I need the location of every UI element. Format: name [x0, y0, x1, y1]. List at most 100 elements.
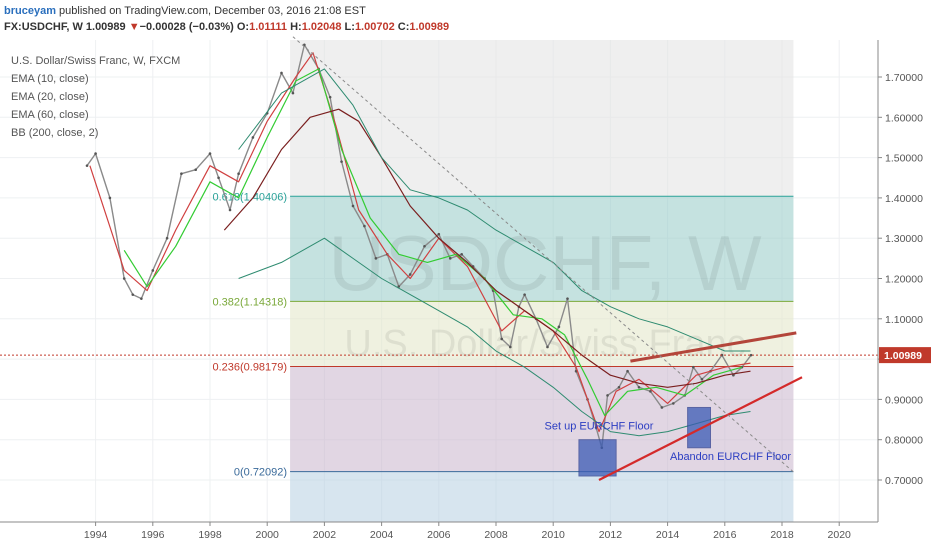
y-tick-label: 1.70000 — [885, 72, 923, 84]
ohlc-open-value: 1.01111 — [249, 21, 288, 33]
x-tick-label: 1998 — [198, 529, 222, 541]
y-tick-label: 1.10000 — [885, 314, 923, 326]
x-tick-label: 2004 — [370, 529, 394, 541]
price-point — [280, 71, 283, 75]
ema20-line — [123, 68, 743, 417]
ohlc-open-label: O: — [236, 21, 250, 33]
price-point — [649, 390, 652, 393]
price-point — [151, 269, 155, 272]
x-tick-label: 2010 — [542, 529, 566, 541]
price-point — [637, 386, 641, 389]
fib-level-label: 0.236(0.98179) — [212, 361, 287, 373]
price-point — [460, 253, 463, 256]
x-tick-label: 2020 — [828, 529, 852, 541]
legend-item-ema10[interactable]: EMA (10, close) — [11, 73, 89, 85]
legend-item-bb[interactable]: BB (200, close, 2) — [11, 127, 99, 139]
price-point — [672, 402, 675, 405]
x-tick-label: 2012 — [599, 529, 623, 541]
ohlc-close-label: C: — [397, 21, 410, 33]
price-point — [340, 160, 343, 163]
price-point — [397, 285, 401, 288]
y-tick-label: 0.80000 — [885, 435, 923, 447]
price-point — [165, 236, 169, 240]
symbol-label[interactable]: FX:USDCHF, W — [4, 21, 83, 33]
x-tick-label: 2002 — [313, 529, 337, 541]
price-point — [700, 377, 704, 381]
price-point — [217, 176, 220, 180]
x-tick-label: 2006 — [427, 529, 451, 541]
ohlc-close-value: 1.00989 — [409, 21, 450, 33]
drawings-layer: Set up EURCHF Floor Abandon EURCHF Floor — [0, 36, 878, 481]
price-point — [122, 277, 126, 280]
price-point — [557, 325, 561, 329]
fib-band — [290, 196, 794, 302]
price-point — [194, 168, 197, 171]
x-tick-label: 1996 — [141, 529, 165, 541]
y-tick-label: 1.50000 — [885, 153, 923, 165]
price-point — [626, 369, 629, 373]
price-point — [237, 172, 240, 176]
author-link[interactable]: bruceyam — [4, 5, 56, 17]
change-value: −0.00028 (−0.03%) — [139, 21, 234, 33]
price-point — [408, 273, 412, 276]
price-point — [606, 394, 609, 397]
price-point — [291, 91, 295, 95]
fib-band — [290, 40, 794, 197]
price-point — [546, 345, 549, 349]
price-point — [566, 297, 569, 300]
annotation-label: Set up EURCHF Floor — [545, 421, 654, 433]
x-tick-label: 2018 — [770, 529, 794, 541]
price-series-line — [86, 44, 752, 449]
price-point — [448, 257, 452, 260]
legend-item-symbol[interactable]: U.S. Dollar/Swiss Franc, W, FXCM — [11, 55, 181, 67]
last-price-tag-label: 1.00989 — [884, 350, 922, 362]
legend-item-ema60[interactable]: EMA (60, close) — [11, 109, 89, 121]
price-point — [523, 293, 526, 296]
watermark-name: U.S. Dollar/Swiss Franc — [344, 323, 745, 365]
price-point — [303, 43, 306, 47]
ohlc-high-value: 1.02048 — [301, 21, 342, 33]
fib-band-below-0 — [290, 471, 794, 522]
event-rectangle — [578, 439, 617, 477]
x-tick-label: 1994 — [84, 529, 108, 541]
watermark: USDCHF, W U.S. Dollar/Swiss Franc — [328, 219, 762, 365]
price-point — [423, 244, 426, 248]
y-axis-background — [878, 0, 932, 550]
price-point — [131, 293, 135, 296]
price-point — [509, 345, 512, 349]
last-price-tag — [879, 347, 931, 364]
price-point — [85, 164, 89, 167]
publish-line: bruceyam published on TradingView.com, D… — [4, 5, 366, 17]
price-point — [500, 337, 504, 341]
price-point — [140, 297, 143, 300]
price-point — [351, 204, 355, 208]
ema10-line — [89, 52, 751, 433]
price-point — [180, 172, 183, 176]
bb-lower-line — [238, 237, 751, 437]
y-tick-label: 0.70000 — [885, 475, 923, 487]
legend-item-ema20[interactable]: EMA (20, close) — [11, 91, 89, 103]
last-price: 1.00989 — [85, 21, 126, 33]
ohlc-low-label: L: — [344, 21, 355, 33]
annotation-label: Abandon EURCHF Floor — [670, 451, 791, 463]
symbol-line: FX:USDCHF, W 1.00989 ▼−0.00028 (−0.03%) … — [4, 21, 449, 33]
y-tick-label: 1.40000 — [885, 193, 923, 205]
y-tick-label: 1.60000 — [885, 112, 923, 124]
x-axis-background — [0, 522, 932, 550]
ohlc-low-value: 1.00702 — [354, 21, 395, 33]
price-point — [363, 224, 366, 228]
price-point — [208, 152, 212, 155]
y-tick-label: 1.20000 — [885, 274, 923, 286]
price-point — [437, 232, 441, 236]
change-down-icon: ▼ — [128, 21, 140, 33]
ema60-line — [223, 108, 751, 388]
watermark-symbol: USDCHF, W — [328, 219, 762, 307]
price-point — [328, 95, 332, 99]
y-tick-label: 0.90000 — [885, 394, 923, 406]
fib-level-label: 0.382(1.14318) — [212, 296, 287, 308]
channel-trendline — [630, 331, 797, 363]
fib-level-label: 0(0.72092) — [234, 467, 287, 479]
